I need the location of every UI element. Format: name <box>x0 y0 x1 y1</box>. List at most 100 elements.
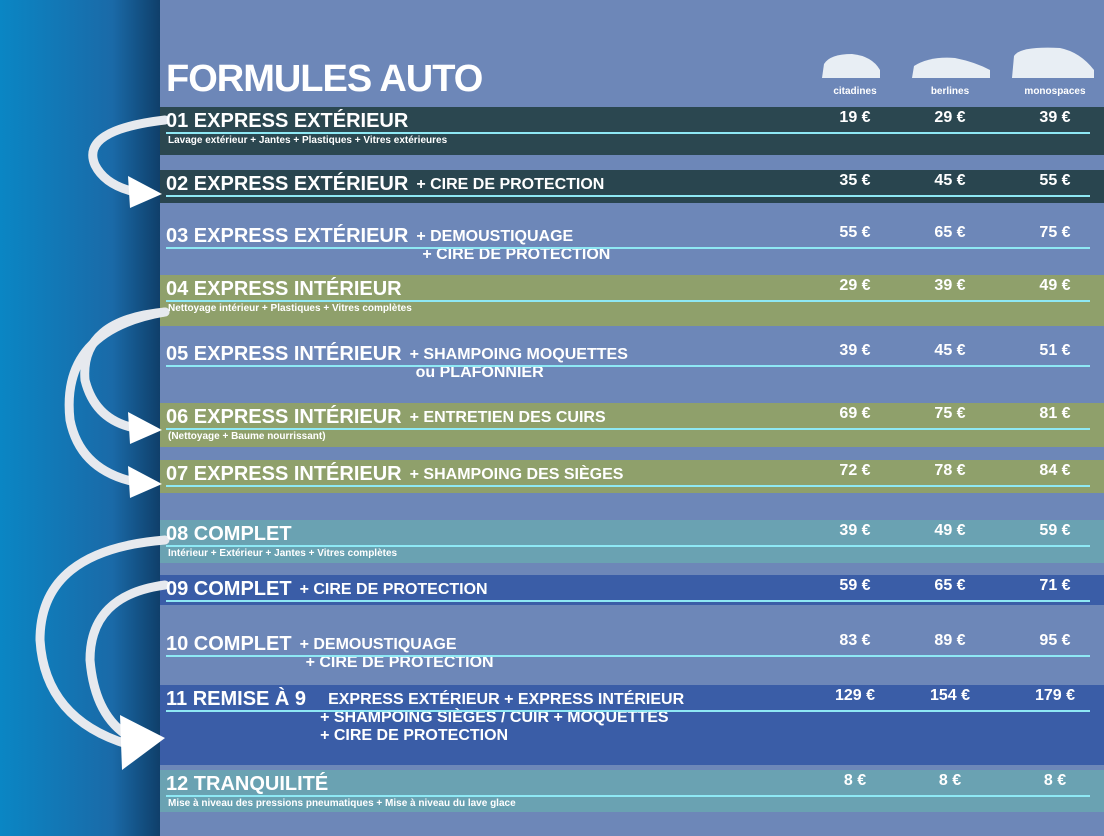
arrowhead <box>128 412 162 444</box>
car-icons <box>822 47 1094 78</box>
price: 45 € <box>934 172 966 189</box>
underline <box>166 300 1090 302</box>
price: 65 € <box>934 577 966 594</box>
price: 81 € <box>1039 405 1071 422</box>
row-label: 05 EXPRESS INTÉRIEUR <box>166 343 402 365</box>
row-details: + SHAMPOING MOQUETTES ou PLAFONNIER <box>410 343 628 382</box>
row-line: 02 EXPRESS EXTÉRIEUR + CIRE DE PROTECTION <box>166 173 604 196</box>
underline <box>166 485 1090 487</box>
row-label: 12 TRANQUILITÉ <box>166 773 329 795</box>
detail-line: + CIRE DE PROTECTION <box>305 654 494 671</box>
price: 59 € <box>1039 522 1071 539</box>
row-line: 03 EXPRESS EXTÉRIEUR + DEMOUSTIQUAGE + CIR… <box>166 225 610 264</box>
row-band <box>160 107 1104 155</box>
row-label: 06 EXPRESS INTÉRIEUR <box>166 406 402 428</box>
row-label: 08 COMPLET <box>166 523 292 545</box>
detail-line: + CIRE DE PROTECTION <box>422 246 611 263</box>
detail-line: + ENTRETIEN DES CUIRS <box>409 409 606 426</box>
underline <box>166 710 1090 712</box>
row-label: 10 COMPLET <box>166 633 292 655</box>
arrow <box>35 535 170 750</box>
arrow <box>85 580 170 745</box>
arrow <box>80 307 170 433</box>
row-details: + CIRE DE PROTECTION <box>416 173 604 196</box>
detail-line: EXPRESS EXTÉRIEUR + EXPRESS INTÉRIEUR <box>328 691 685 708</box>
price: 55 € <box>839 224 871 241</box>
detail-line: + SHAMPOING DES SIÈGES <box>409 466 624 483</box>
row-line: 11 REMISE À 9 EXPRESS EXTÉRIEUR + EXPRESS… <box>166 688 684 745</box>
underline <box>166 365 1090 367</box>
row-line: 01 EXPRESS EXTÉRIEUR <box>166 110 408 133</box>
car-icon <box>1012 47 1094 78</box>
row-band <box>160 520 1104 563</box>
price: 51 € <box>1039 342 1071 359</box>
price: 35 € <box>839 172 871 189</box>
row-label: 09 COMPLET <box>166 578 292 600</box>
price: 179 € <box>1034 687 1076 704</box>
arrow <box>64 307 170 487</box>
price: 29 € <box>839 277 871 294</box>
price: 49 € <box>934 522 966 539</box>
row-note: Mise à niveau des pressions pneumatiques… <box>168 798 516 809</box>
column-label: monospaces <box>1024 86 1086 97</box>
price: 75 € <box>1039 224 1071 241</box>
arrowhead <box>128 466 162 498</box>
price: 75 € <box>934 405 966 422</box>
price: 39 € <box>839 342 871 359</box>
arrows <box>35 115 170 750</box>
price: 55 € <box>1039 172 1071 189</box>
row-details: + DEMOUSTIQUAGE + CIRE DE PROTECTION <box>416 225 610 264</box>
row-label: 01 EXPRESS EXTÉRIEUR <box>166 110 409 132</box>
row-line: 10 COMPLET + DEMOUSTIQUAGE + CIRE DE PROTE… <box>166 633 494 672</box>
row-label: 03 EXPRESS EXTÉRIEUR <box>166 225 409 247</box>
row-note: Lavage extérieur + Jantes + Plastiques +… <box>168 135 448 146</box>
underline <box>166 795 1090 797</box>
underline <box>166 545 1090 547</box>
underline <box>166 428 1090 430</box>
price: 65 € <box>934 224 966 241</box>
row-label: 11 REMISE À 9 <box>166 688 307 710</box>
price: 95 € <box>1039 632 1071 649</box>
row-details: + ENTRETIEN DES CUIRS <box>410 406 606 429</box>
detail-line: ou PLAFONNIER <box>415 364 544 381</box>
row-band <box>160 460 1104 493</box>
row-label: 02 EXPRESS EXTÉRIEUR <box>166 173 409 195</box>
arrowheads <box>120 176 165 770</box>
price: 89 € <box>934 632 966 649</box>
row-line: 12 TRANQUILITÉ <box>166 773 328 796</box>
price: 19 € <box>839 109 871 126</box>
underline <box>166 247 1090 249</box>
arrowhead <box>128 176 162 208</box>
price: 59 € <box>839 577 871 594</box>
price: 69 € <box>839 405 871 422</box>
underline <box>166 195 1090 197</box>
row-line: 05 EXPRESS INTÉRIEUR + SHAMPOING MOQUETTE… <box>166 343 628 382</box>
row-line: 04 EXPRESS INTÉRIEUR <box>166 278 402 301</box>
price: 72 € <box>839 462 871 479</box>
price: 154 € <box>929 687 971 704</box>
row-note: (Nettoyage + Baume nourrissant) <box>168 431 326 442</box>
row-band <box>160 403 1104 447</box>
column-label: citadines <box>833 86 877 97</box>
detail-line: + SHAMPOING SIÈGES / CUIR + MOQUETTES <box>320 709 669 726</box>
row-band <box>160 770 1104 812</box>
row-line: 08 COMPLET <box>166 523 292 546</box>
row-label: 04 EXPRESS INTÉRIEUR <box>166 278 402 300</box>
row-details: EXPRESS EXTÉRIEUR + EXPRESS INTÉRIEUR + S… <box>320 688 685 745</box>
price: 39 € <box>934 277 966 294</box>
detail-line: + CIRE DE PROTECTION <box>299 581 488 598</box>
price: 83 € <box>839 632 871 649</box>
arrowhead <box>120 715 165 770</box>
price: 71 € <box>1039 577 1071 594</box>
title: FORMULES AUTO <box>166 58 483 100</box>
price: 8 € <box>1043 772 1067 789</box>
underline <box>166 132 1090 134</box>
row-note: Intérieur + Extérieur + Jantes + Vitres … <box>168 548 398 559</box>
price: 129 € <box>834 687 876 704</box>
price: 49 € <box>1039 277 1071 294</box>
row-details: + SHAMPOING DES SIÈGES <box>410 463 624 486</box>
detail-line: + SHAMPOING MOQUETTES <box>409 346 628 363</box>
price: 39 € <box>839 522 871 539</box>
